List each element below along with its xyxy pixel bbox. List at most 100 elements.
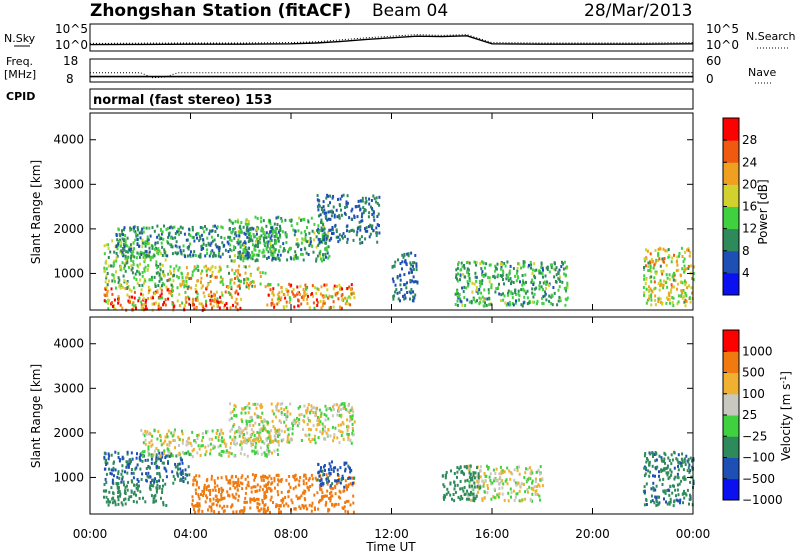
echo-cell <box>235 475 237 479</box>
echo-cell <box>251 257 254 261</box>
echo-cell <box>258 240 261 244</box>
echo-cell <box>133 255 136 259</box>
echo-cell <box>266 444 269 448</box>
echo-cell <box>541 484 544 488</box>
echo-cell <box>138 484 140 488</box>
echo-cell <box>290 498 293 502</box>
echo-cell <box>332 466 335 470</box>
echo-cell <box>133 290 136 294</box>
echo-cell <box>686 248 689 252</box>
echo-cell <box>684 268 687 272</box>
echo-cell <box>149 432 152 436</box>
echo-cell <box>674 279 677 283</box>
echo-cell <box>258 429 261 433</box>
echo-cell <box>184 296 187 300</box>
echo-cell <box>353 420 356 424</box>
echo-cell <box>329 434 332 438</box>
echo-cell <box>566 296 569 300</box>
echo-cell <box>487 487 489 490</box>
echo-cell <box>227 454 230 458</box>
echo-cell <box>321 229 324 233</box>
echo-cell <box>204 254 207 258</box>
echo-cell <box>126 452 129 456</box>
echo-cell <box>160 288 163 292</box>
echo-cell <box>649 287 652 291</box>
echo-cell <box>344 501 347 504</box>
echo-cell <box>306 507 309 511</box>
echo-cell <box>670 260 673 264</box>
echo-cell <box>501 486 504 490</box>
echo-cell <box>461 487 464 491</box>
echo-cell <box>249 239 251 243</box>
echo-cell <box>244 256 247 260</box>
echo-cell <box>256 402 259 406</box>
echo-cell <box>274 227 277 231</box>
echo-cell <box>273 250 276 254</box>
echo-cell <box>149 484 152 488</box>
echo-cell <box>224 303 226 307</box>
echo-cell <box>685 493 688 497</box>
colorbar-swatch <box>723 436 739 458</box>
echo-cell <box>648 268 651 272</box>
echo-cell <box>157 302 160 306</box>
echo-cell <box>152 478 155 482</box>
echo-cell <box>155 466 158 470</box>
echo-cell <box>367 215 370 219</box>
echo-cell <box>251 280 254 283</box>
echo-cell <box>126 244 129 248</box>
echo-cell <box>670 462 673 466</box>
echo-cell <box>277 257 280 260</box>
echo-cell <box>256 449 259 453</box>
echo-cell <box>308 231 311 235</box>
echo-cell <box>479 284 482 288</box>
echo-cell <box>511 292 514 296</box>
echo-cell <box>193 504 196 508</box>
echo-cell <box>161 263 164 267</box>
echo-cell <box>347 432 350 436</box>
echo-cell <box>235 510 238 514</box>
echo-cell <box>111 497 114 501</box>
echo-cell <box>126 286 129 290</box>
echo-cell <box>309 236 312 240</box>
echo-cell <box>403 297 406 301</box>
echo-cell <box>443 497 445 501</box>
echo-cell <box>149 288 152 292</box>
echo-cell <box>209 452 212 456</box>
echo-cell <box>644 452 647 455</box>
echo-cell <box>347 499 350 503</box>
echo-cell <box>504 264 507 268</box>
echo-cell <box>172 269 175 273</box>
echo-cell <box>299 293 302 296</box>
echo-cell <box>529 471 532 475</box>
echo-cell <box>177 227 180 231</box>
echo-cell <box>220 275 222 279</box>
echo-cell <box>657 300 660 303</box>
echo-cell <box>486 491 489 495</box>
echo-cell <box>181 429 183 433</box>
echo-cell <box>233 254 236 258</box>
echo-cell <box>246 225 249 228</box>
echo-cell <box>306 422 309 426</box>
echo-cell <box>350 209 353 213</box>
echo-cell <box>229 402 232 406</box>
echo-cell <box>502 298 505 302</box>
echo-cell <box>328 497 331 500</box>
echo-cell <box>318 204 321 208</box>
echo-cell <box>506 260 509 264</box>
echo-cell <box>340 194 343 198</box>
echo-cell <box>285 502 288 506</box>
echo-cell <box>346 428 349 432</box>
echo-cell <box>139 250 142 254</box>
echo-cell <box>523 260 526 264</box>
echo-cell <box>230 259 233 263</box>
echo-cell <box>306 302 309 305</box>
echo-cell <box>262 474 265 478</box>
echo-cell <box>264 242 267 246</box>
echo-cell <box>503 498 506 502</box>
echo-cell <box>332 405 334 409</box>
echo-cell <box>218 487 220 491</box>
echo-cell <box>660 469 663 473</box>
echo-cell <box>444 473 447 477</box>
echo-cell <box>148 278 151 282</box>
